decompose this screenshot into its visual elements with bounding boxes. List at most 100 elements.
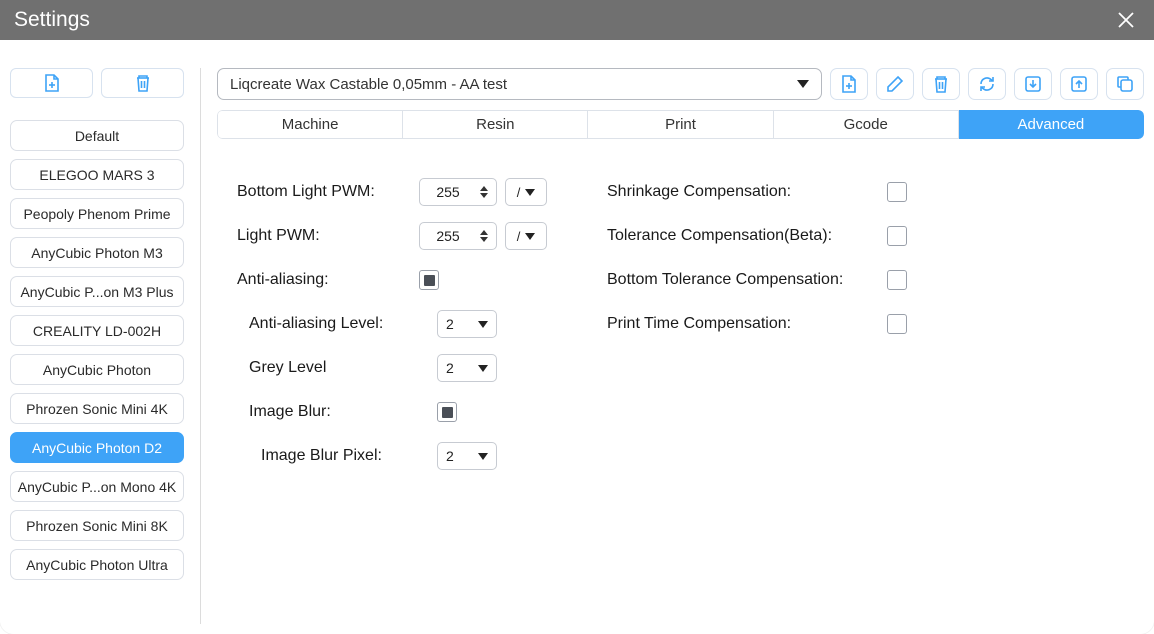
- profile-selected-label: Liqcreate Wax Castable 0,05mm - AA test: [230, 76, 507, 93]
- anti-aliasing-level-label: Anti-aliasing Level:: [249, 315, 437, 333]
- settings-window: Settings Default ELEGOO MARS 3 Peopoly Phe…: [0, 0, 1154, 634]
- chevron-down-icon: [525, 233, 535, 240]
- image-blur-label: Image Blur:: [249, 403, 437, 421]
- sidebar-preset-item[interactable]: Default: [10, 120, 184, 151]
- sidebar-preset-item[interactable]: AnyCubic P...on Mono 4K: [10, 471, 184, 502]
- right-column: Shrinkage Compensation: Tolerance Compen…: [607, 177, 907, 624]
- bottom-light-pwm-label: Bottom Light PWM:: [237, 183, 419, 201]
- image-blur-pixel-select[interactable]: 2: [437, 442, 497, 470]
- profile-delete-button[interactable]: [922, 68, 960, 100]
- bottom-light-pwm-value: 255: [420, 184, 476, 200]
- print-time-row: Print Time Compensation:: [607, 309, 907, 339]
- divider: [200, 68, 201, 624]
- light-pwm-unit-select[interactable]: /: [505, 222, 547, 250]
- unit-label: /: [517, 229, 521, 244]
- sidebar-preset-item[interactable]: AnyCubic Photon M3: [10, 237, 184, 268]
- delete-preset-button[interactable]: [101, 68, 184, 98]
- sidebar-actions: [10, 68, 184, 98]
- sidebar-preset-item[interactable]: CREALITY LD-002H: [10, 315, 184, 346]
- advanced-content: Bottom Light PWM: 255 / Light PWM:: [217, 139, 1144, 624]
- tab-resin[interactable]: Resin: [403, 110, 588, 139]
- anti-aliasing-level-row: Anti-aliasing Level: 2: [237, 309, 547, 339]
- unit-label: /: [517, 185, 521, 200]
- export-icon: [1070, 75, 1088, 93]
- file-plus-icon: [43, 73, 61, 93]
- tolerance-label: Tolerance Compensation(Beta):: [607, 227, 887, 245]
- import-icon: [1024, 75, 1042, 93]
- shrinkage-label: Shrinkage Compensation:: [607, 183, 887, 201]
- bottom-tolerance-checkbox[interactable]: [887, 270, 907, 290]
- spinner-arrows[interactable]: [476, 230, 492, 242]
- light-pwm-input[interactable]: 255: [419, 222, 497, 250]
- checkbox-filled-icon: [442, 407, 453, 418]
- bottom-light-pwm-input[interactable]: 255: [419, 178, 497, 206]
- preset-list: Default ELEGOO MARS 3 Peopoly Phenom Prime…: [10, 120, 184, 580]
- light-pwm-row: Light PWM: 255 /: [237, 221, 547, 251]
- tabs: MachineResinPrintGcodeAdvanced: [217, 110, 1144, 139]
- profile-refresh-button[interactable]: [968, 68, 1006, 100]
- tab-machine[interactable]: Machine: [217, 110, 403, 139]
- anti-aliasing-checkbox[interactable]: [419, 270, 439, 290]
- window-title: Settings: [14, 8, 1112, 32]
- chevron-down-icon: [478, 365, 488, 372]
- refresh-icon: [978, 75, 996, 93]
- checkbox-filled-icon: [424, 275, 435, 286]
- sidebar-preset-item[interactable]: Peopoly Phenom Prime: [10, 198, 184, 229]
- close-icon: [1116, 10, 1136, 30]
- tolerance-checkbox[interactable]: [887, 226, 907, 246]
- image-blur-row: Image Blur:: [237, 397, 547, 427]
- copy-icon: [1116, 75, 1134, 93]
- image-blur-pixel-label: Image Blur Pixel:: [261, 447, 437, 465]
- sidebar-preset-item[interactable]: AnyCubic Photon D2: [10, 432, 184, 463]
- bottom-light-pwm-unit-select[interactable]: /: [505, 178, 547, 206]
- print-time-label: Print Time Compensation:: [607, 315, 887, 333]
- shrinkage-checkbox[interactable]: [887, 182, 907, 202]
- file-plus-icon: [840, 74, 858, 94]
- image-blur-checkbox[interactable]: [437, 402, 457, 422]
- main-panel: Liqcreate Wax Castable 0,05mm - AA test: [217, 68, 1144, 624]
- body: Default ELEGOO MARS 3 Peopoly Phenom Prime…: [0, 40, 1154, 634]
- grey-level-value: 2: [446, 360, 454, 376]
- profile-import-button[interactable]: [1014, 68, 1052, 100]
- shrinkage-row: Shrinkage Compensation:: [607, 177, 907, 207]
- image-blur-pixel-value: 2: [446, 448, 454, 464]
- tab-gcode[interactable]: Gcode: [774, 110, 959, 139]
- sidebar-preset-item[interactable]: ELEGOO MARS 3: [10, 159, 184, 190]
- chevron-down-icon: [797, 80, 809, 88]
- light-pwm-value: 255: [420, 228, 476, 244]
- bottom-tolerance-row: Bottom Tolerance Compensation:: [607, 265, 907, 295]
- sidebar-preset-item[interactable]: AnyCubic P...on M3 Plus: [10, 276, 184, 307]
- profile-row: Liqcreate Wax Castable 0,05mm - AA test: [217, 68, 1144, 100]
- sidebar-preset-item[interactable]: Phrozen Sonic Mini 8K: [10, 510, 184, 541]
- image-blur-pixel-row: Image Blur Pixel: 2: [237, 441, 547, 471]
- profile-new-button[interactable]: [830, 68, 868, 100]
- sidebar-preset-item[interactable]: Phrozen Sonic Mini 4K: [10, 393, 184, 424]
- profile-select[interactable]: Liqcreate Wax Castable 0,05mm - AA test: [217, 68, 822, 100]
- anti-aliasing-label: Anti-aliasing:: [237, 271, 419, 289]
- trash-icon: [134, 73, 152, 93]
- tab-advanced[interactable]: Advanced: [959, 110, 1144, 139]
- profile-edit-button[interactable]: [876, 68, 914, 100]
- light-pwm-label: Light PWM:: [237, 227, 419, 245]
- chevron-down-icon: [478, 321, 488, 328]
- profile-export-button[interactable]: [1060, 68, 1098, 100]
- sidebar: Default ELEGOO MARS 3 Peopoly Phenom Prime…: [10, 68, 184, 624]
- tab-print[interactable]: Print: [588, 110, 773, 139]
- chevron-down-icon: [525, 189, 535, 196]
- left-column: Bottom Light PWM: 255 / Light PWM:: [237, 177, 547, 624]
- titlebar: Settings: [0, 0, 1154, 40]
- bottom-light-pwm-row: Bottom Light PWM: 255 /: [237, 177, 547, 207]
- sidebar-preset-item[interactable]: AnyCubic Photon Ultra: [10, 549, 184, 580]
- anti-aliasing-level-select[interactable]: 2: [437, 310, 497, 338]
- spinner-arrows[interactable]: [476, 186, 492, 198]
- pencil-icon: [886, 75, 904, 93]
- print-time-checkbox[interactable]: [887, 314, 907, 334]
- grey-level-select[interactable]: 2: [437, 354, 497, 382]
- bottom-tolerance-label: Bottom Tolerance Compensation:: [607, 271, 887, 289]
- new-preset-button[interactable]: [10, 68, 93, 98]
- sidebar-preset-item[interactable]: AnyCubic Photon: [10, 354, 184, 385]
- chevron-down-icon: [478, 453, 488, 460]
- close-button[interactable]: [1112, 6, 1140, 34]
- trash-icon: [932, 74, 950, 94]
- profile-copy-button[interactable]: [1106, 68, 1144, 100]
